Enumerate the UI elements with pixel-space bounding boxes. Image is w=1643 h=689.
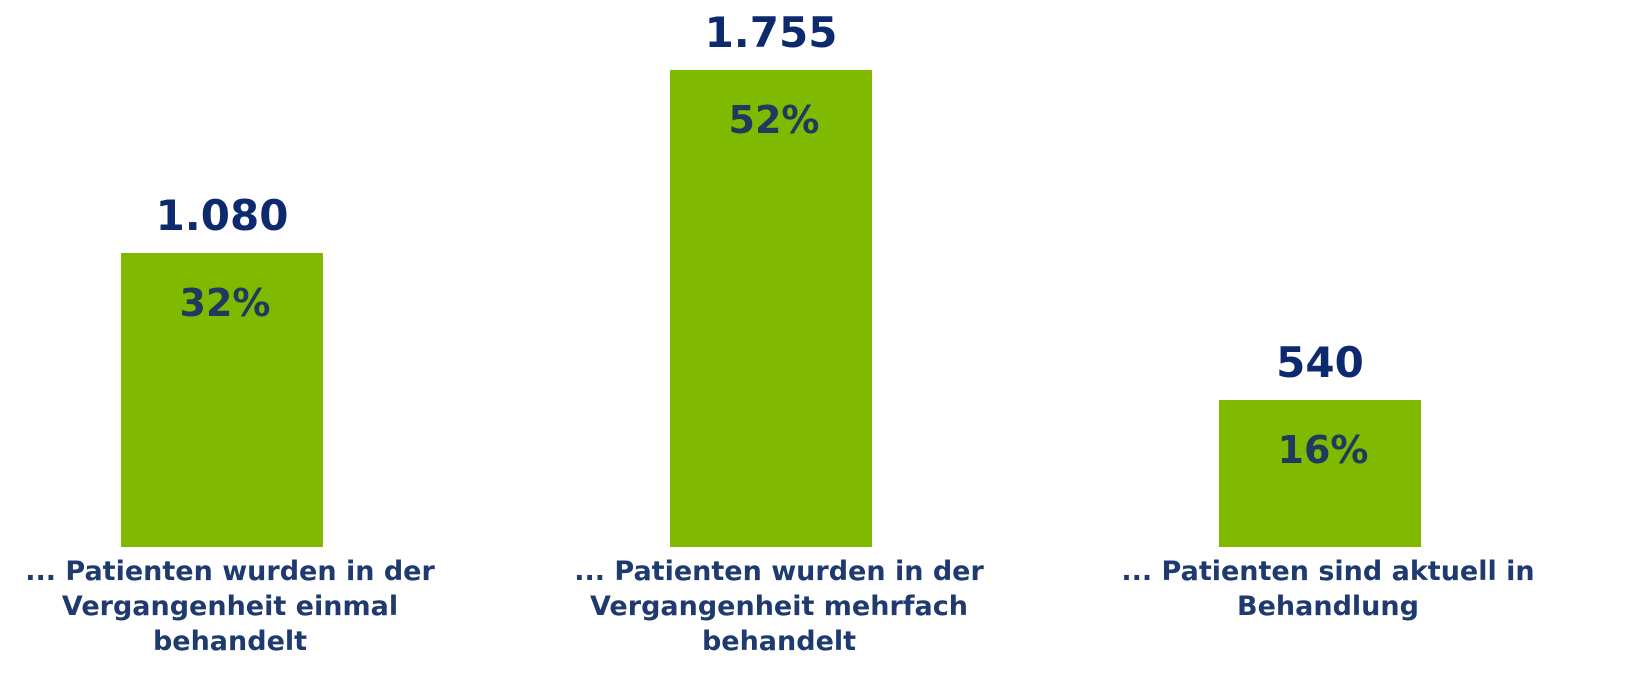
category-label: ... Patienten wurden in der Vergangenhei… — [574, 556, 984, 657]
value-label: 1.755 — [704, 8, 838, 57]
percentage-label: 32% — [179, 281, 271, 326]
bar — [1219, 400, 1421, 547]
bar — [670, 70, 872, 547]
category-label: ... Patienten wurden in der Vergangenhei… — [25, 556, 435, 657]
percentage-label: 16% — [1277, 428, 1369, 473]
bar — [121, 253, 323, 547]
value-label: 540 — [1276, 338, 1364, 388]
percentage-label: 52% — [728, 98, 820, 142]
category-label: ... Patienten sind aktuell in Behandlung — [1121, 556, 1535, 622]
value-label: 1.080 — [155, 191, 289, 241]
